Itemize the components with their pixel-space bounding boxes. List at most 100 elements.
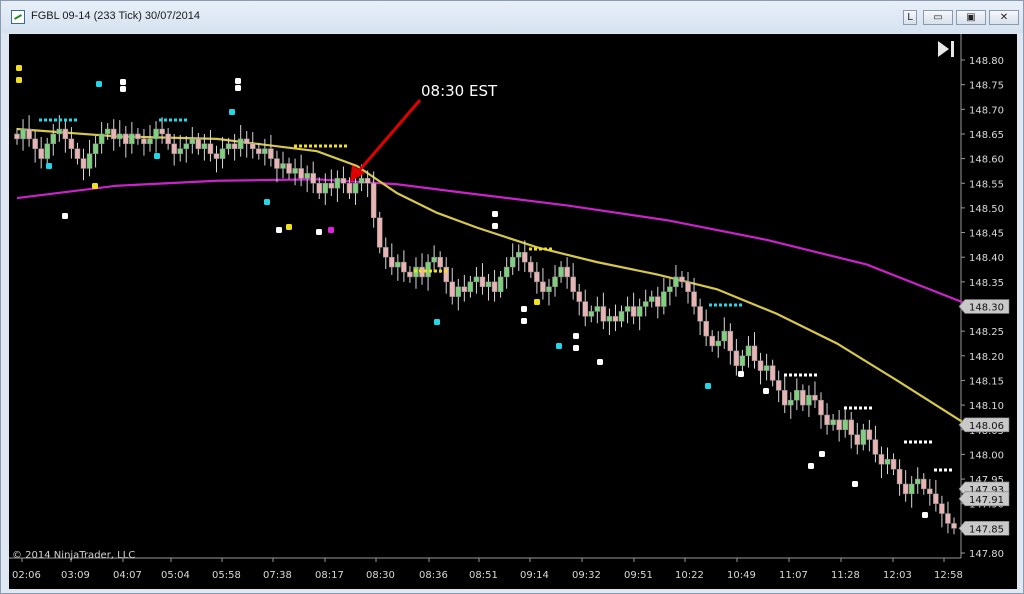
candle <box>558 261 564 283</box>
x-tick-label: 08:30 <box>366 570 395 581</box>
candle <box>540 268 546 300</box>
candle <box>800 384 806 412</box>
candle <box>237 125 244 157</box>
trail-dot <box>39 118 42 122</box>
candle <box>32 130 38 163</box>
trail-dot <box>939 468 942 472</box>
trail-dot <box>929 440 932 444</box>
trail-dot <box>419 269 422 273</box>
close-button[interactable]: ✕ <box>989 10 1019 25</box>
candle <box>304 165 310 193</box>
signal-dot <box>62 213 68 219</box>
candle <box>788 392 794 419</box>
trail-dot <box>64 118 67 122</box>
y-tick-label: 147.95 <box>969 475 1004 486</box>
y-tick-label: 148.25 <box>969 327 1004 338</box>
candle <box>340 166 347 194</box>
candle <box>618 305 625 328</box>
candle <box>14 128 20 145</box>
candle <box>878 446 885 479</box>
price-marker-label: 147.93 <box>969 485 1004 496</box>
candle <box>479 263 486 295</box>
candle <box>310 161 316 194</box>
trail-dot <box>539 247 542 251</box>
candle <box>395 254 401 281</box>
trail-dot <box>179 118 182 122</box>
candle <box>564 257 570 289</box>
candle <box>44 137 50 165</box>
x-tick-label: 09:51 <box>624 570 653 581</box>
x-tick-label: 07:38 <box>263 570 292 581</box>
y-tick-label: 148.45 <box>969 229 1004 240</box>
trail-dot <box>549 247 552 251</box>
trail-dot <box>719 303 722 307</box>
candle <box>667 278 673 306</box>
trail-dot <box>794 373 797 377</box>
scroll-to-end-icon[interactable] <box>938 41 954 57</box>
trail-dot <box>724 303 727 307</box>
signal-dot <box>492 211 498 217</box>
candle <box>860 423 867 451</box>
candle <box>546 278 552 306</box>
candle <box>123 126 129 158</box>
candle <box>854 422 861 455</box>
candle <box>407 266 413 283</box>
candle <box>570 263 576 300</box>
trail-dot <box>54 118 57 122</box>
chart-panel[interactable]: 147.80147.85147.90147.95148.00148.05148.… <box>9 34 1017 589</box>
candle <box>334 170 341 202</box>
candle <box>316 177 323 200</box>
candle <box>80 148 87 181</box>
signal-dot <box>96 81 102 87</box>
candle <box>945 501 951 534</box>
trail-dot <box>59 118 62 122</box>
candle <box>346 177 353 200</box>
signal-dot <box>521 306 527 312</box>
signal-dot <box>286 224 292 230</box>
candle <box>431 245 437 272</box>
candle <box>141 129 147 156</box>
candle <box>455 278 462 311</box>
candle <box>745 336 752 368</box>
candle <box>201 133 208 161</box>
trail-dot <box>544 247 547 251</box>
annotation-label: 08:30 EST <box>421 82 498 100</box>
candle <box>207 130 214 162</box>
candle <box>515 244 522 272</box>
title-bar[interactable]: FGBL 09-14 (233 Tick) 30/07/2014 L ▭ ▣ ✕ <box>1 1 1023 33</box>
lock-button[interactable]: L <box>903 10 917 25</box>
trail-dot <box>799 373 802 377</box>
candle <box>383 237 389 270</box>
candle <box>836 410 842 442</box>
candle <box>292 158 298 186</box>
candle <box>685 271 691 304</box>
price-marker: 148.30 <box>958 299 1010 314</box>
restore-button[interactable]: ▣ <box>956 10 986 25</box>
y-tick-label: 148.00 <box>969 450 1004 461</box>
candle <box>902 470 909 502</box>
signal-dot <box>763 388 769 394</box>
candle <box>642 289 649 317</box>
candle <box>147 125 153 152</box>
candle <box>921 473 927 495</box>
candle <box>159 117 165 144</box>
price-chart[interactable]: 147.80147.85147.90147.95148.00148.05148.… <box>9 34 1017 589</box>
signal-dot <box>154 153 160 159</box>
window-title: FGBL 09-14 (233 Tick) 30/07/2014 <box>31 10 200 22</box>
signal-dot <box>492 223 498 229</box>
candle <box>171 133 177 166</box>
candle <box>268 134 274 167</box>
candle <box>135 128 141 145</box>
y-tick-label: 148.75 <box>969 81 1004 92</box>
signal-dot <box>808 463 814 469</box>
candle <box>364 170 371 198</box>
candle <box>165 128 171 150</box>
candle <box>461 274 468 302</box>
minimize-button[interactable]: ▭ <box>923 10 953 25</box>
trail-dot <box>444 269 447 273</box>
trail-dot <box>904 440 907 444</box>
signal-dot <box>316 229 322 235</box>
candle <box>630 292 637 325</box>
candle <box>219 136 226 169</box>
trail-dot <box>944 468 947 472</box>
